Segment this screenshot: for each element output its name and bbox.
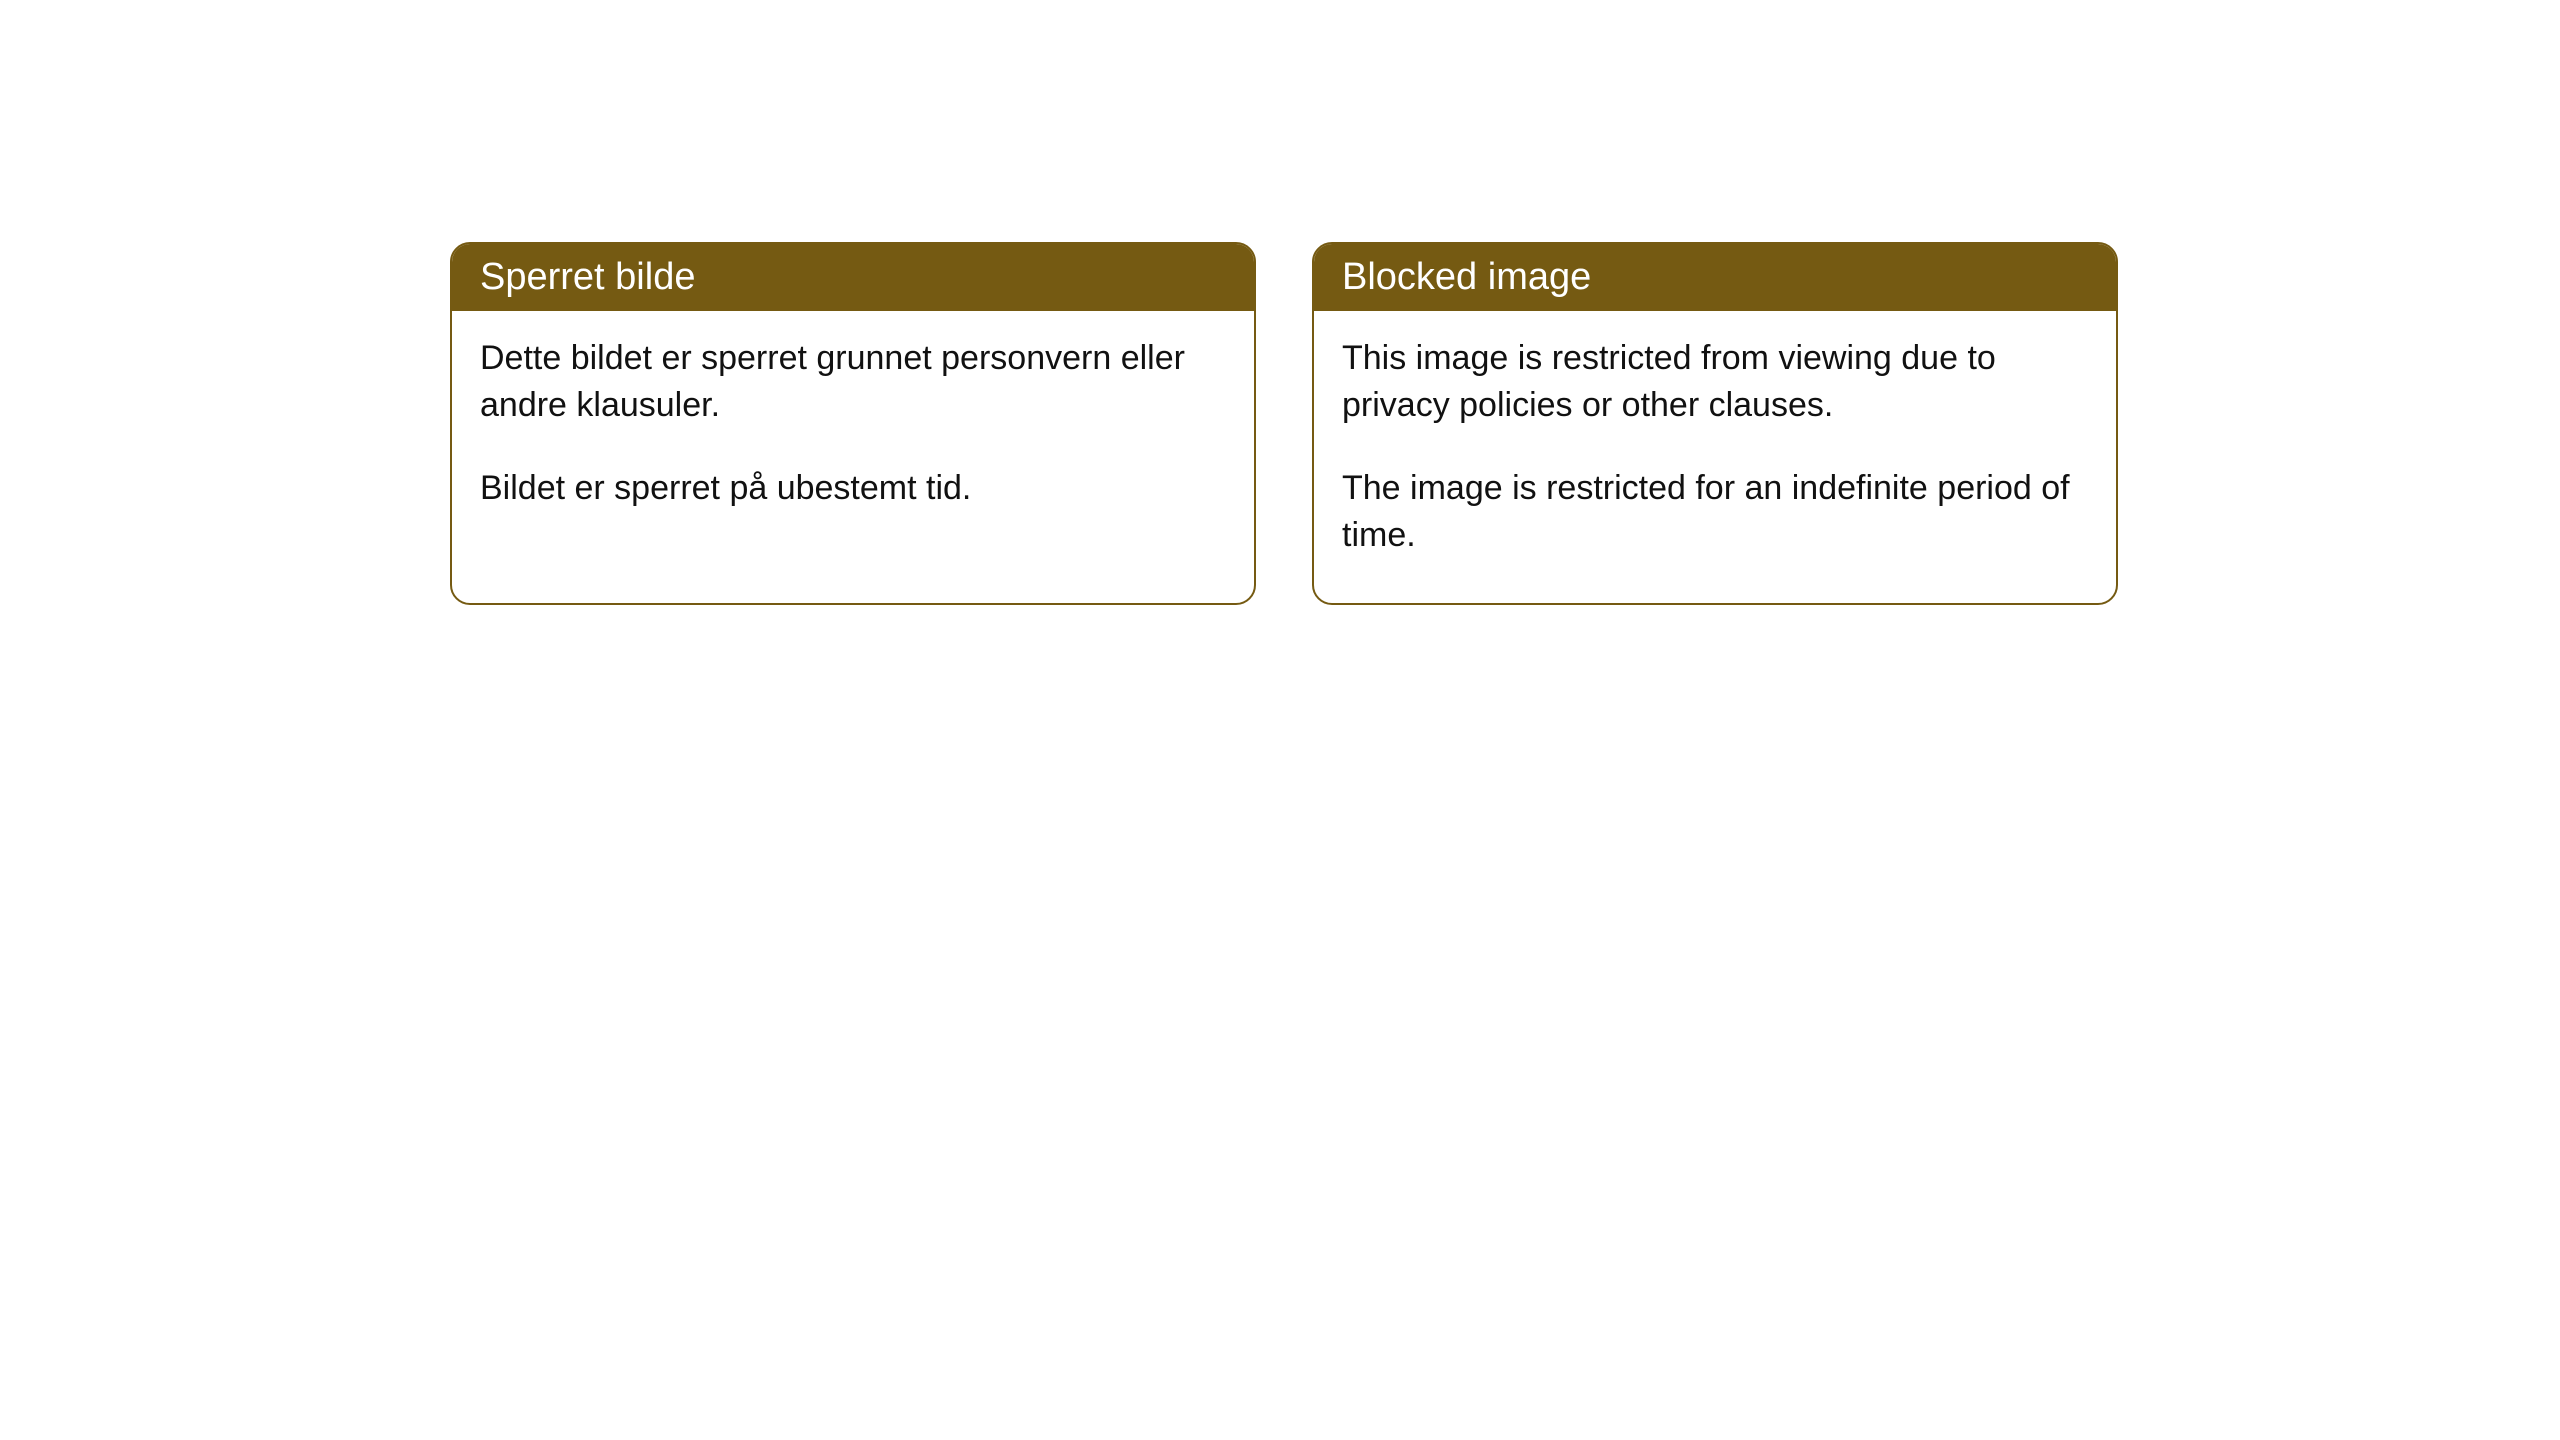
blocked-image-card-no: Sperret bilde Dette bildet er sperret gr… xyxy=(450,242,1256,605)
card-para2-no: Bildet er sperret på ubestemt tid. xyxy=(480,465,1226,512)
card-body-no: Dette bildet er sperret grunnet personve… xyxy=(452,311,1254,556)
notice-cards-container: Sperret bilde Dette bildet er sperret gr… xyxy=(450,242,2118,605)
blocked-image-card-en: Blocked image This image is restricted f… xyxy=(1312,242,2118,605)
card-para1-en: This image is restricted from viewing du… xyxy=(1342,335,2088,429)
card-title-no: Sperret bilde xyxy=(452,244,1254,311)
card-para2-en: The image is restricted for an indefinit… xyxy=(1342,465,2088,559)
card-para1-no: Dette bildet er sperret grunnet personve… xyxy=(480,335,1226,429)
card-body-en: This image is restricted from viewing du… xyxy=(1314,311,2116,603)
card-title-en: Blocked image xyxy=(1314,244,2116,311)
